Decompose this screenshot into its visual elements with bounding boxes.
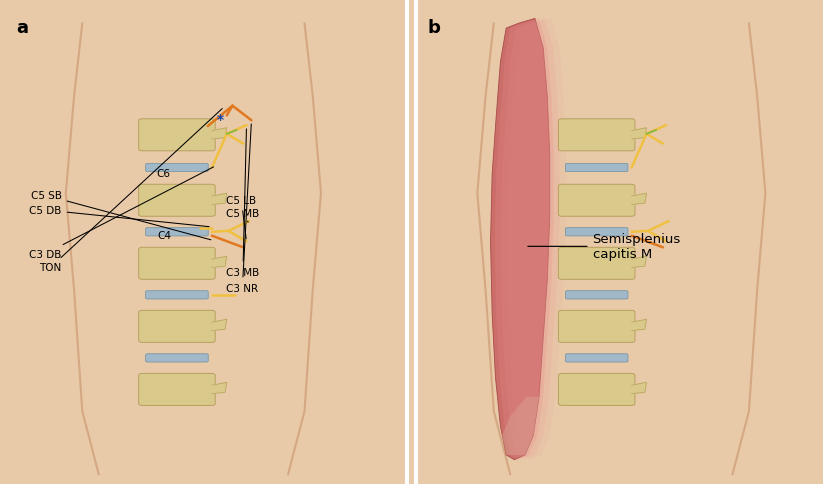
- Polygon shape: [491, 19, 550, 460]
- Text: C3 DB: C3 DB: [30, 167, 214, 259]
- Polygon shape: [212, 257, 226, 268]
- Text: C5 MB: C5 MB: [226, 209, 259, 223]
- FancyBboxPatch shape: [138, 120, 215, 151]
- FancyBboxPatch shape: [146, 291, 208, 299]
- Polygon shape: [495, 19, 554, 460]
- FancyBboxPatch shape: [565, 228, 628, 236]
- FancyBboxPatch shape: [558, 185, 635, 217]
- Polygon shape: [631, 129, 647, 140]
- Text: a: a: [16, 19, 29, 37]
- Polygon shape: [631, 257, 647, 268]
- Polygon shape: [212, 194, 226, 205]
- FancyBboxPatch shape: [138, 248, 215, 280]
- FancyBboxPatch shape: [146, 164, 208, 172]
- Polygon shape: [502, 397, 539, 455]
- Text: C3 MB: C3 MB: [226, 130, 259, 277]
- FancyBboxPatch shape: [146, 228, 208, 236]
- FancyBboxPatch shape: [565, 354, 628, 362]
- Polygon shape: [0, 0, 379, 484]
- Polygon shape: [500, 19, 560, 460]
- Polygon shape: [631, 194, 647, 205]
- FancyBboxPatch shape: [558, 374, 635, 406]
- Polygon shape: [212, 319, 226, 331]
- Polygon shape: [507, 19, 566, 460]
- Text: C5 DB: C5 DB: [30, 206, 209, 227]
- FancyBboxPatch shape: [138, 311, 215, 343]
- FancyBboxPatch shape: [565, 164, 628, 172]
- FancyBboxPatch shape: [558, 120, 635, 151]
- Polygon shape: [212, 129, 226, 140]
- Text: b: b: [428, 19, 441, 37]
- Text: C5 LB: C5 LB: [226, 196, 257, 239]
- FancyBboxPatch shape: [565, 291, 628, 299]
- Text: C4: C4: [157, 231, 172, 241]
- Polygon shape: [631, 319, 647, 331]
- Polygon shape: [212, 382, 226, 394]
- FancyBboxPatch shape: [558, 311, 635, 343]
- FancyBboxPatch shape: [558, 248, 635, 280]
- Polygon shape: [631, 382, 647, 394]
- FancyBboxPatch shape: [146, 354, 208, 362]
- Polygon shape: [412, 0, 823, 484]
- Text: Semisplenius
capitis M: Semisplenius capitis M: [528, 233, 681, 261]
- Text: C5 SB: C5 SB: [30, 191, 211, 241]
- Text: C6: C6: [156, 168, 170, 178]
- FancyBboxPatch shape: [138, 185, 215, 217]
- Text: C3 NR: C3 NR: [226, 125, 258, 293]
- Text: TON: TON: [40, 109, 222, 272]
- FancyBboxPatch shape: [138, 374, 215, 406]
- Text: *: *: [216, 113, 224, 127]
